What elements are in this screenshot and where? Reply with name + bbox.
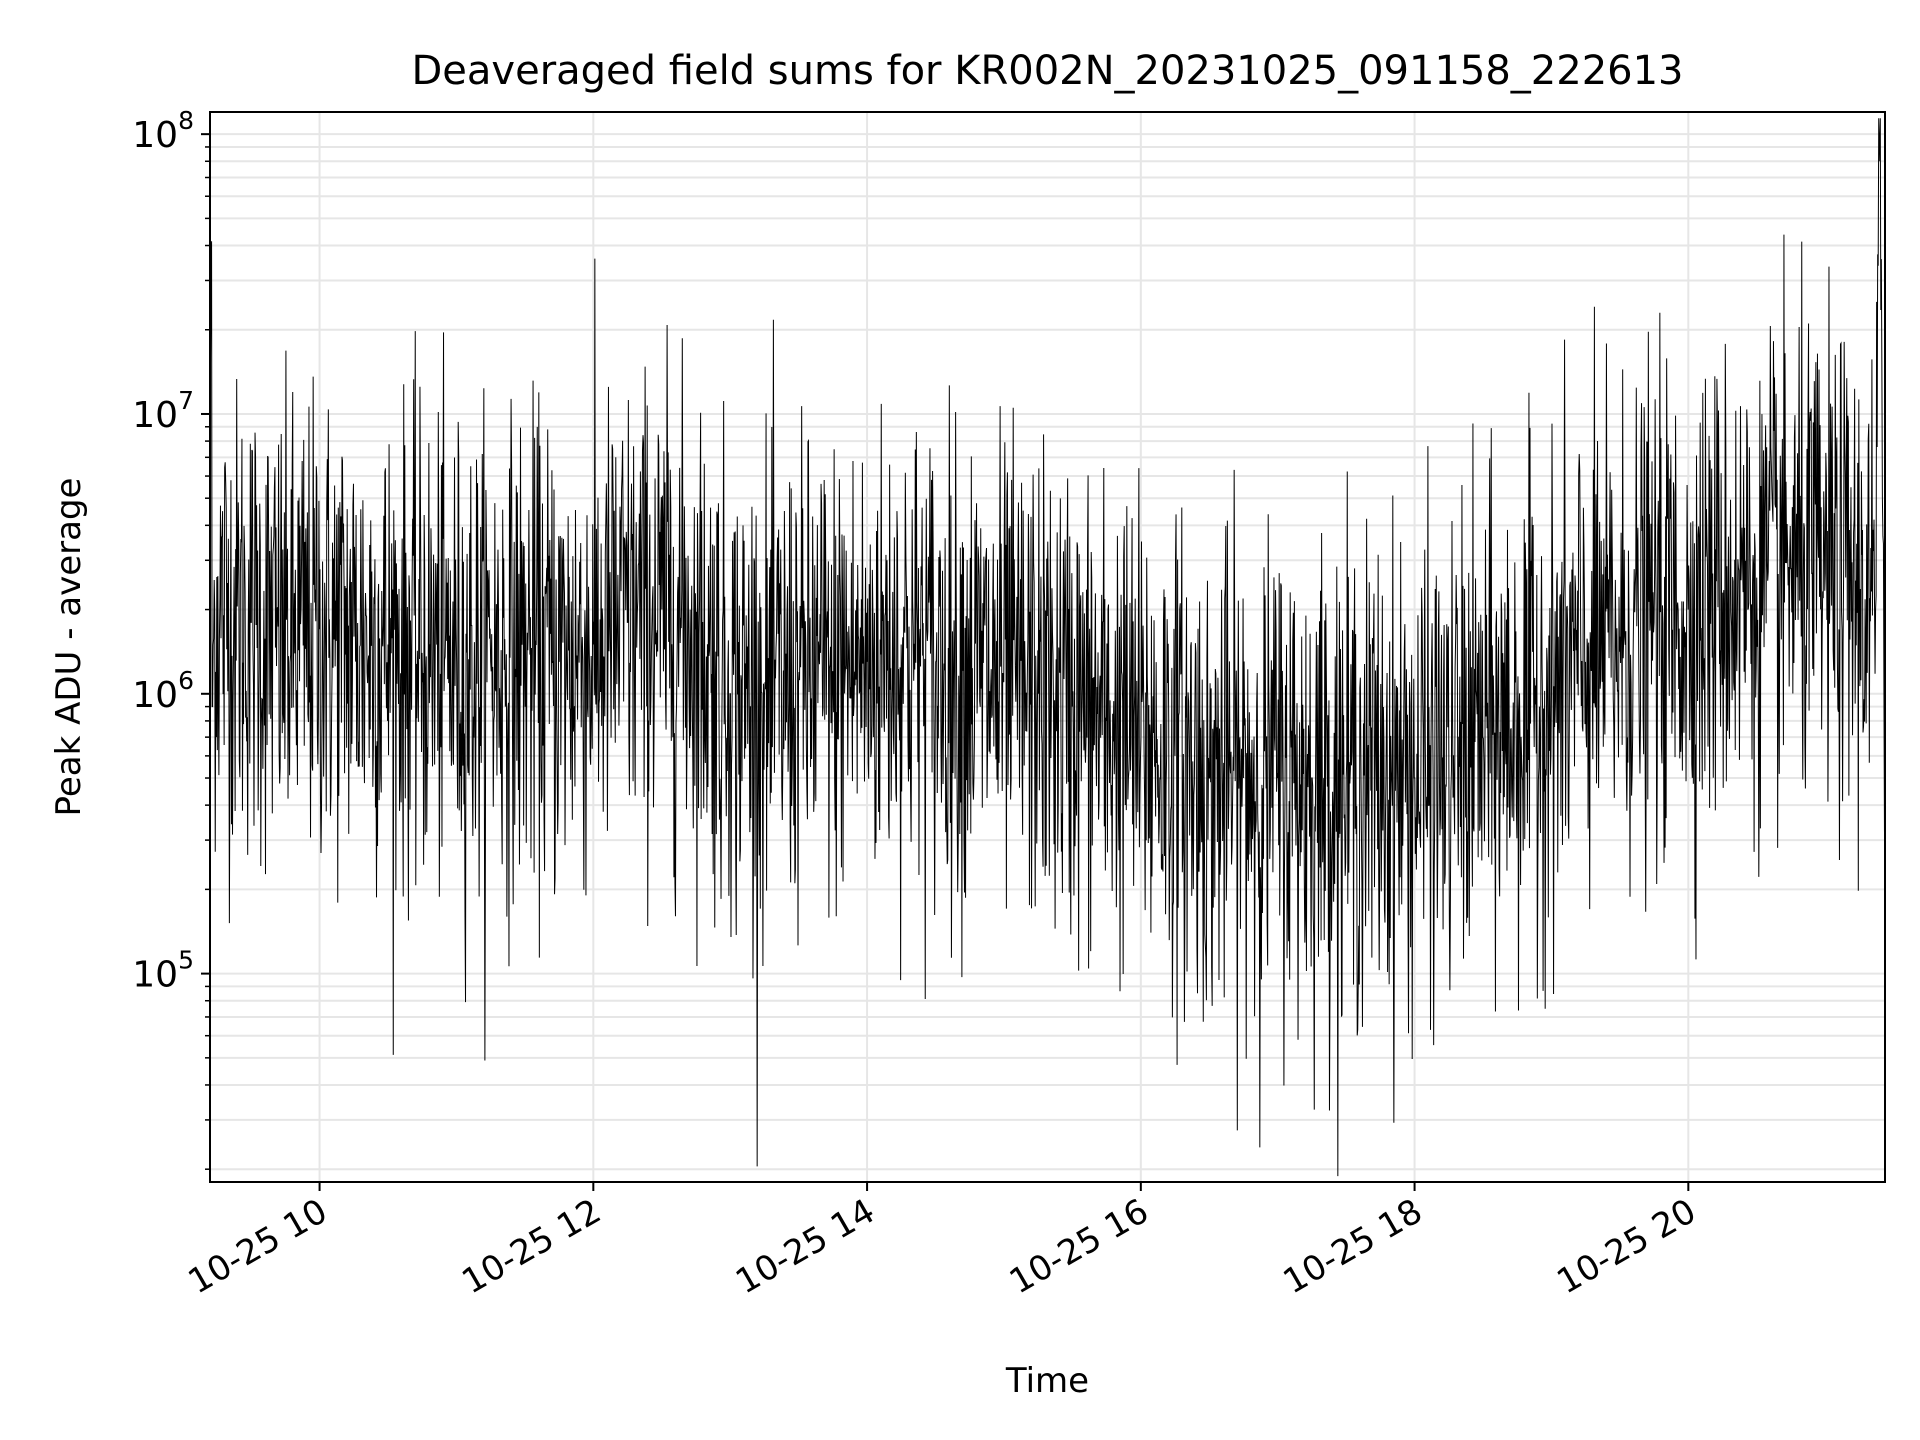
y-tick-label-exponent: 5 bbox=[178, 946, 194, 975]
y-tick-label-exponent: 7 bbox=[178, 386, 194, 415]
chart-title: Deaveraged field sums for KR002N_2023102… bbox=[412, 48, 1684, 94]
y-tick-label-base: 10 bbox=[132, 115, 178, 156]
y-tick-label-base: 10 bbox=[132, 675, 178, 716]
series-line bbox=[209, 118, 1886, 1177]
y-tick-label: 106 bbox=[132, 666, 194, 716]
y-tick-label: 105 bbox=[132, 946, 194, 996]
y-tick-label-exponent: 6 bbox=[178, 666, 194, 695]
y-tick-label-base: 10 bbox=[132, 395, 178, 436]
x-axis-label: Time bbox=[1005, 1361, 1089, 1401]
y-tick-label: 108 bbox=[132, 106, 194, 156]
y-tick-label-base: 10 bbox=[132, 955, 178, 996]
plot-frame bbox=[209, 111, 1886, 1183]
line-layer bbox=[209, 118, 1886, 1177]
y-axis-label: Peak ADU - average bbox=[49, 478, 89, 817]
y-tick-label-exponent: 8 bbox=[178, 106, 194, 135]
y-tick-label: 107 bbox=[132, 386, 194, 436]
